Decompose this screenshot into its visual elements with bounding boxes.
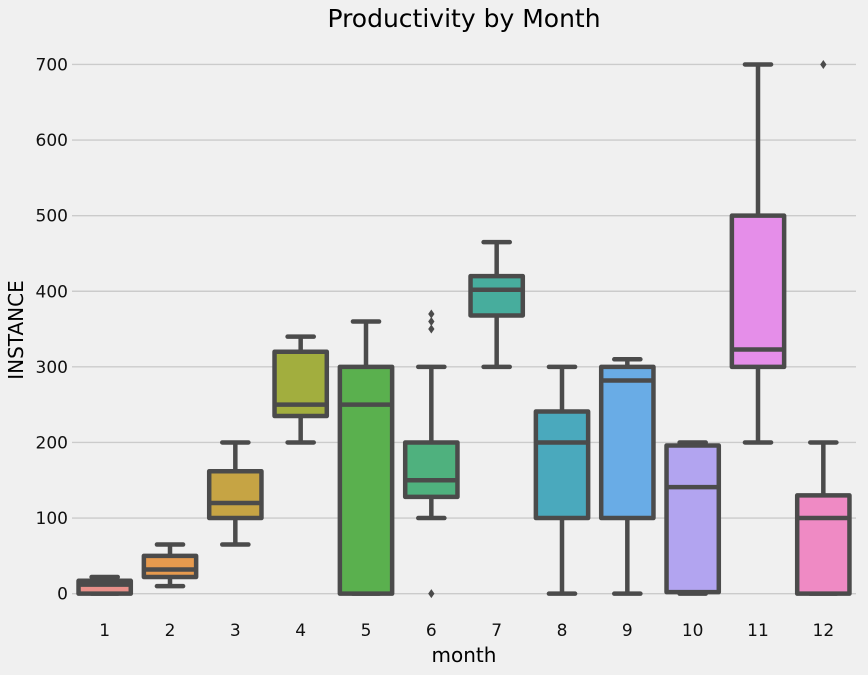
- x-tick-label-11: 11: [747, 621, 769, 641]
- box-month-3: [206, 440, 264, 547]
- x-tick-label-12: 12: [813, 621, 835, 641]
- x-tick-label-6: 6: [426, 621, 437, 641]
- box-month-10: [664, 440, 722, 596]
- box-month-5: [337, 319, 395, 596]
- y-tick-label-700: 700: [36, 55, 68, 75]
- box-month-2: [141, 542, 199, 589]
- chart-title: Productivity by Month: [327, 4, 600, 33]
- boxes: [76, 59, 852, 599]
- y-tick-label-200: 200: [36, 433, 68, 453]
- x-tick-labels: 1 2 3 4 5 6 7 8 9 10 11 12: [99, 621, 834, 641]
- outlier-point: [428, 589, 435, 599]
- box-month-4: [272, 334, 330, 445]
- y-axis-label: INSTANCE: [4, 280, 28, 379]
- x-tick-label-4: 4: [295, 621, 306, 641]
- y-tick-label-400: 400: [36, 282, 68, 302]
- x-tick-label-3: 3: [230, 621, 241, 641]
- box-month-1: [76, 574, 134, 596]
- box-month-8: [533, 364, 591, 596]
- outlier-point: [820, 59, 827, 69]
- x-tick-label-7: 7: [491, 621, 502, 641]
- outlier-point: [428, 317, 435, 326]
- box-iqr: [794, 493, 852, 596]
- x-axis-label: month: [432, 643, 497, 667]
- box-iqr: [598, 364, 656, 521]
- box-iqr: [141, 553, 199, 580]
- box-iqr: [468, 273, 526, 318]
- outlier-point: [428, 309, 435, 319]
- gridlines: [72, 63, 856, 595]
- box-month-9: [598, 357, 656, 596]
- x-tick-label-8: 8: [557, 621, 568, 641]
- y-tick-label-100: 100: [36, 509, 68, 529]
- box-iqr: [664, 443, 722, 595]
- box-month-11: [729, 62, 787, 445]
- x-tick-label-1: 1: [99, 621, 110, 641]
- box-iqr: [402, 440, 460, 500]
- x-tick-label-2: 2: [165, 621, 176, 641]
- y-tick-label-0: 0: [57, 585, 68, 605]
- box-month-6: [402, 309, 460, 599]
- box-iqr: [729, 213, 787, 370]
- y-tick-label-600: 600: [36, 131, 68, 151]
- y-tick-labels: 0 100 200 300 400 500 600 700: [36, 55, 68, 604]
- box-iqr: [337, 364, 395, 596]
- outlier-point: [428, 324, 435, 334]
- box-month-7: [468, 239, 526, 370]
- x-tick-label-10: 10: [682, 621, 704, 641]
- x-tick-label-9: 9: [622, 621, 633, 641]
- box-iqr: [206, 468, 264, 521]
- box-iqr: [533, 409, 591, 521]
- y-tick-label-300: 300: [36, 358, 68, 378]
- x-tick-label-5: 5: [361, 621, 372, 641]
- box-month-12: [794, 59, 852, 596]
- y-tick-label-500: 500: [36, 207, 68, 227]
